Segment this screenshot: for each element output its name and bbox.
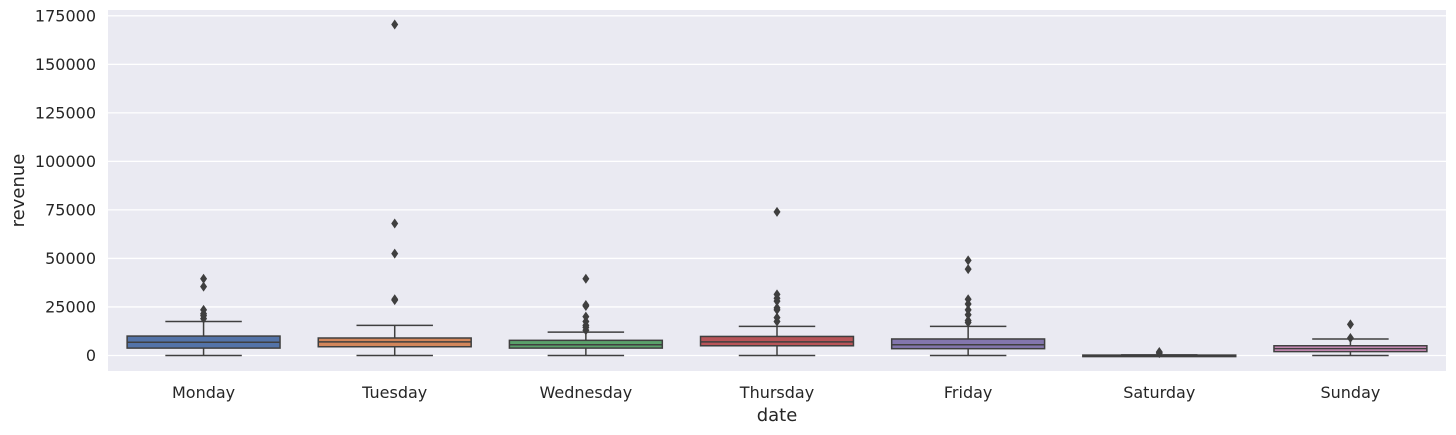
y-tick-label: 150000 (35, 55, 96, 74)
outlier-point (582, 311, 590, 322)
outlier-point (964, 294, 972, 305)
outlier-point (200, 273, 208, 284)
y-tick-label: 50000 (45, 249, 96, 268)
outlier-point (200, 304, 208, 315)
x-axis-label: date (757, 405, 798, 426)
x-tick-label: Saturday (1123, 383, 1195, 402)
box-wednesday (508, 273, 664, 357)
outlier-point (964, 255, 972, 266)
outlier-point (773, 206, 781, 217)
outlier-point (964, 264, 972, 275)
outlier-point (391, 294, 399, 305)
x-tick-label: Wednesday (540, 383, 633, 402)
box-series (126, 19, 1428, 359)
outlier-point (773, 289, 781, 300)
y-tick-label: 125000 (35, 103, 96, 122)
outlier-point (773, 302, 781, 313)
x-tick-label: Sunday (1320, 383, 1380, 402)
outlier-point (1346, 333, 1354, 344)
y-tick-label: 175000 (35, 6, 96, 25)
outlier-point (391, 218, 399, 229)
outlier-point (1346, 319, 1354, 330)
outlier-point (391, 19, 399, 30)
iqr-box (890, 338, 1046, 350)
box-thursday (699, 206, 855, 357)
outlier-point (773, 312, 781, 323)
outlier-point (391, 248, 399, 259)
y-tick-label: 25000 (45, 297, 96, 316)
x-axis-ticks: Monday Tuesday Wednesday Thursday Friday Satu… (172, 383, 1380, 402)
box-tuesday (317, 19, 472, 357)
y-axis-label: revenue (8, 154, 29, 228)
x-tick-label: Thursday (739, 383, 814, 402)
outlier-point (582, 300, 590, 311)
box-monday (126, 273, 281, 357)
outlier-point (964, 315, 972, 326)
y-tick-label: 100000 (35, 152, 96, 171)
x-tick-label: Monday (172, 383, 235, 402)
outlier-point (964, 304, 972, 315)
iqr-box (699, 335, 855, 347)
box-friday (890, 255, 1046, 357)
outlier-point (1155, 346, 1163, 357)
y-tick-label: 0 (86, 346, 96, 365)
y-axis-ticks: 0 25000 50000 75000 100000 125000 150000 175000 (35, 6, 96, 365)
outlier-point (200, 281, 208, 292)
x-tick-label: Friday (944, 383, 993, 402)
box-saturday (1082, 346, 1237, 359)
outlier-point (582, 273, 590, 284)
y-tick-label: 75000 (45, 200, 96, 219)
box-sunday (1273, 319, 1428, 357)
x-tick-label: Tuesday (361, 383, 427, 402)
